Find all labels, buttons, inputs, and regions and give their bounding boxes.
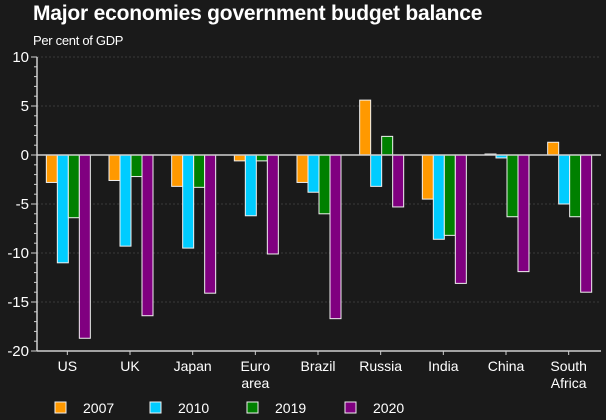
bar-2010 [119, 154, 132, 247]
y-tick-label: -15 [7, 294, 29, 311]
bar-2007 [296, 154, 309, 183]
bar-2007 [359, 99, 372, 156]
bar-2010 [370, 154, 383, 187]
bar-2019 [255, 154, 268, 162]
bar-2020 [517, 154, 530, 273]
bar-2007 [547, 141, 560, 156]
legend-swatch-2010 [149, 401, 162, 414]
bar-2019 [506, 154, 519, 218]
bar-2019 [443, 154, 456, 236]
x-tick-label: Euro [241, 358, 271, 374]
bar-2020 [454, 154, 467, 284]
legend-swatch-2007 [54, 401, 67, 414]
bar-2020 [141, 154, 154, 317]
bar-2010 [432, 154, 445, 240]
bar-2020 [580, 154, 593, 293]
chart-subtitle: Per cent of GDP [33, 33, 124, 48]
bar-2007 [233, 154, 246, 162]
bar-2010 [182, 154, 195, 249]
x-tick-label: India [428, 358, 459, 374]
bar-2020 [204, 154, 217, 294]
legend-label: 2020 [373, 400, 404, 416]
x-tick-label: Japan [174, 358, 212, 374]
x-tick-label: China [488, 358, 525, 374]
bar-2010 [307, 154, 320, 193]
bar-2019 [569, 154, 582, 218]
x-tick-label: Russia [359, 358, 402, 374]
bar-2020 [78, 154, 91, 339]
legend-label: 2019 [275, 400, 306, 416]
x-tick-label: area [241, 375, 269, 391]
legend-label: 2007 [83, 400, 114, 416]
bar-2010 [244, 154, 257, 217]
x-tick-label: US [58, 358, 77, 374]
x-tick-label: Africa [551, 375, 587, 391]
bar-2019 [67, 154, 80, 219]
x-tick-label: UK [120, 358, 140, 374]
bar-2019 [381, 135, 394, 156]
bar-2020 [392, 154, 405, 208]
bar-2007 [421, 154, 434, 200]
y-tick-label: -5 [16, 196, 29, 213]
bar-2010 [558, 154, 571, 205]
bar-2007 [45, 154, 58, 183]
bar-2019 [193, 154, 206, 188]
y-tick-label: 0 [21, 147, 29, 164]
y-tick-label: -20 [7, 343, 29, 360]
legend-swatch-2020 [344, 401, 357, 414]
bar-2010 [56, 154, 69, 264]
x-tick-label: Brazil [300, 358, 335, 374]
bar-2019 [130, 154, 143, 178]
bar-2020 [266, 154, 279, 255]
legend-swatch-2019 [246, 401, 259, 414]
bar-2007 [171, 154, 184, 187]
chart-title: Major economies government budget balanc… [33, 2, 483, 25]
y-tick-label: 10 [12, 49, 29, 66]
legend-label: 2010 [178, 400, 209, 416]
bar-2019 [318, 154, 331, 215]
bar-2007 [108, 154, 121, 181]
y-tick-label: -10 [7, 245, 29, 262]
y-tick-label: 5 [21, 98, 29, 115]
bar-2020 [329, 154, 342, 320]
x-tick-label: South [550, 358, 587, 374]
